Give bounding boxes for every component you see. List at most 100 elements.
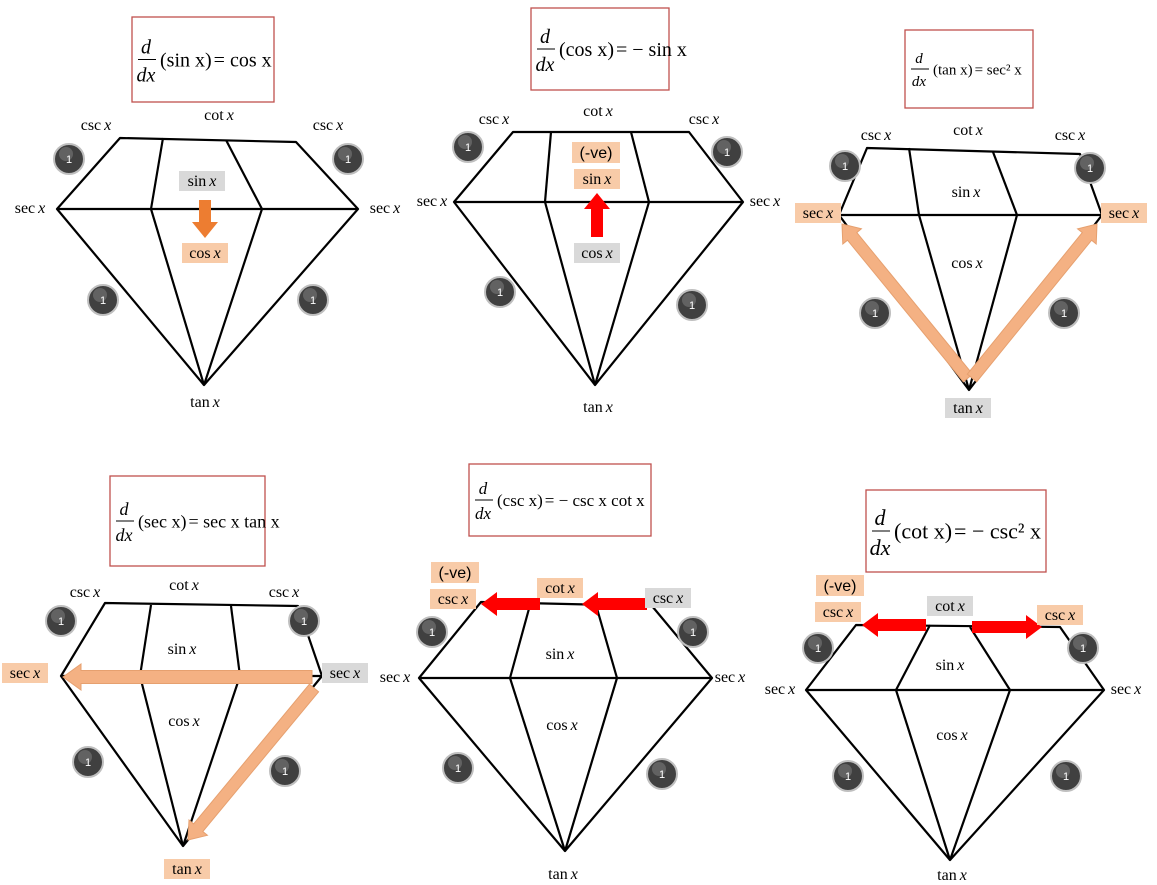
sin-label: sin x (546, 646, 575, 663)
negative-text: (-ve) (439, 565, 472, 582)
label-text: sin x (583, 171, 612, 188)
one-badge: 1 (832, 760, 864, 792)
badge-circle (1074, 152, 1106, 184)
label-text: cot x (935, 598, 965, 615)
csc-label-right: csc x (269, 584, 300, 601)
label-text: cot x (583, 103, 613, 120)
csc-label-left: csc x (70, 584, 101, 601)
badge-circle (1067, 632, 1099, 664)
label-text: sec x (715, 669, 746, 686)
badge-number: 1 (659, 769, 665, 781)
badge-shine (458, 135, 472, 149)
arrow-sec-to-tan (187, 683, 320, 841)
derivative-d: d (915, 51, 923, 67)
label-text: cot x (169, 577, 199, 594)
inner-line-left-bottom (149, 208, 206, 386)
label-text: sec x (1109, 205, 1140, 222)
label-text: sec x (750, 193, 781, 210)
badge-shine (448, 756, 462, 770)
one-badge: 1 (484, 276, 516, 308)
sec-label-left: sec x (380, 669, 411, 686)
label-text: csc x (1055, 127, 1086, 144)
derivative-d: d (141, 37, 152, 59)
badge-number: 1 (1087, 163, 1093, 175)
badge-circle (297, 284, 329, 316)
csc-label-left: csc x (430, 589, 476, 609)
diamond-shape (452, 130, 745, 387)
cot-label: cot x (953, 122, 983, 139)
derivative-d: d (540, 26, 551, 48)
one-badge: 1 (829, 150, 861, 182)
negative-text: (-ve) (824, 578, 857, 595)
tan-label: tan x (937, 867, 967, 884)
inner-line-left-top (508, 604, 532, 679)
sec-label-right: sec x (370, 200, 401, 217)
inner-line-left-bottom (894, 689, 952, 861)
sec-label-left: sec x (2, 663, 48, 683)
label-text: csc x (823, 604, 854, 621)
badge-circle (676, 289, 708, 321)
diamond-outline (55, 136, 360, 387)
badge-circle (442, 752, 474, 784)
sin-label: sin x (936, 657, 965, 674)
badge-shine (1080, 156, 1094, 170)
label-text: cos x (951, 255, 982, 272)
label-text: sin x (936, 657, 965, 674)
badge-number: 1 (872, 308, 878, 320)
label-highlight (179, 171, 225, 191)
badge-circle (677, 616, 709, 648)
inner-line-right-top (991, 151, 1019, 216)
label-highlight (795, 203, 841, 223)
inner-line-right-bottom (563, 677, 619, 852)
badge-circle (45, 605, 77, 637)
negative-sign-note: (-ve) (572, 142, 620, 163)
cot-label: cot x (204, 107, 234, 124)
one-badge: 1 (269, 755, 301, 787)
badge-shine (652, 762, 666, 776)
formula-rhs: = cos x (214, 50, 272, 72)
sin-label: sin x (574, 169, 620, 189)
one-badge: 1 (452, 131, 484, 163)
badge-shine (835, 154, 849, 168)
one-badge: 1 (288, 605, 320, 637)
badge-number: 1 (455, 763, 461, 775)
negative-highlight (572, 142, 620, 163)
one-badge: 1 (53, 143, 85, 175)
one-badge: 1 (1074, 152, 1106, 184)
inner-line-right-bottom (593, 201, 651, 386)
inner-line-right-bottom (202, 208, 264, 386)
label-text: sin x (546, 646, 575, 663)
formula-lhs: (sec x) (138, 511, 186, 532)
cos-label: cos x (574, 243, 620, 263)
label-text: cos x (546, 717, 577, 734)
badge-number: 1 (497, 287, 503, 299)
badge-number: 1 (724, 147, 730, 159)
derivative-dx: dx (116, 525, 133, 545)
cos-label: cos x (951, 255, 982, 272)
tan-label: tan x (190, 394, 220, 411)
csc-label-right: csc x (689, 111, 720, 128)
formula-box: d dx (csc x) = − csc x cot x (468, 463, 652, 537)
badge-number: 1 (282, 766, 288, 778)
derivative-dx: dx (137, 65, 156, 87)
label-text: cot x (953, 122, 983, 139)
badge-number: 1 (690, 627, 696, 639)
label-highlight (537, 578, 583, 598)
label-text: tan x (190, 394, 220, 411)
one-badge: 1 (442, 752, 474, 784)
inner-line-right-bottom (948, 689, 1012, 861)
badge-shine (1056, 764, 1070, 778)
cot-label: cot x (169, 577, 199, 594)
formula-lhs: (tan x) (933, 62, 973, 78)
derivative-dx: dx (475, 504, 492, 523)
badge-circle (53, 143, 85, 175)
badge-number: 1 (100, 295, 106, 307)
formula-box: d dx(sin x) = cos x (131, 16, 275, 103)
badge-shine (275, 759, 289, 773)
badge-number: 1 (345, 154, 351, 166)
sin-label: sin x (179, 171, 225, 191)
one-badge: 1 (711, 136, 743, 168)
one-badge: 1 (72, 746, 104, 778)
one-badge: 1 (45, 605, 77, 637)
